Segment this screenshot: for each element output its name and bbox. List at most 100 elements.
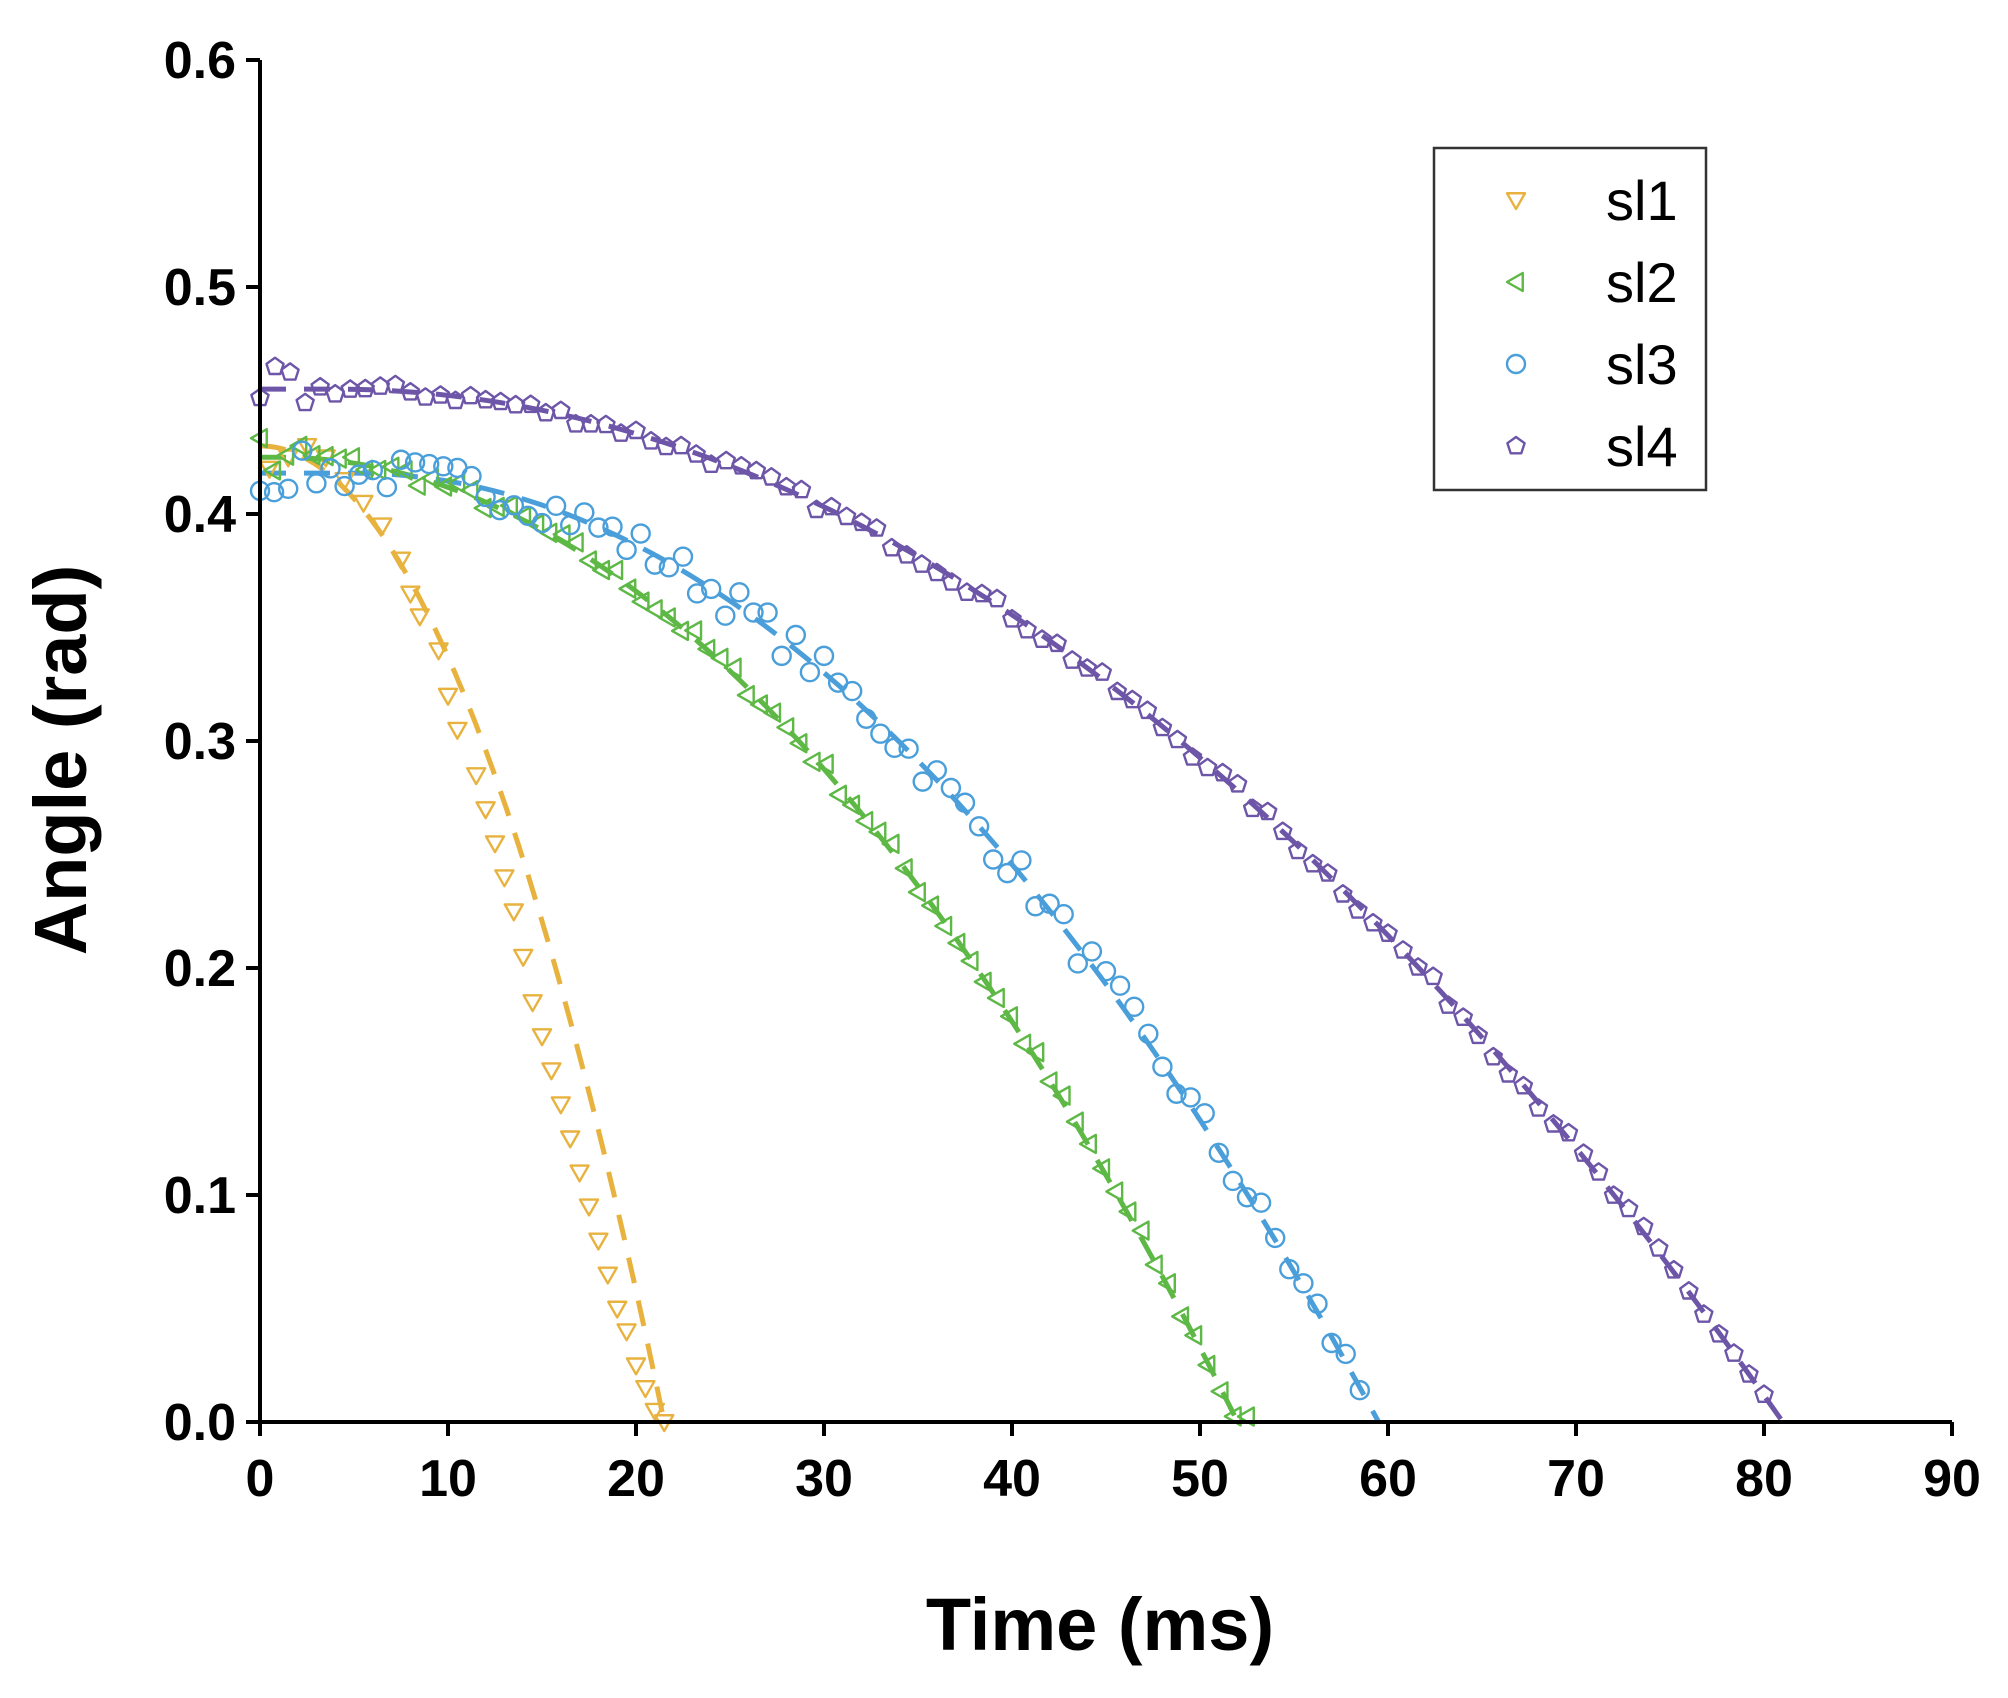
sl4-point xyxy=(1513,1075,1534,1095)
sl2-point xyxy=(684,620,703,641)
sl1-point xyxy=(475,801,496,820)
legend-item-sl3: sl3 xyxy=(1505,333,1678,396)
sl1-point xyxy=(400,585,421,604)
axes: 0 10 20 30 40 50 60 70 80 90 0.0 0.1 0.2 0.3 0.4 0.5 0.6 xyxy=(164,32,1981,1508)
sl4-point xyxy=(851,512,872,532)
sl3-point xyxy=(1152,1056,1173,1077)
sl3-point xyxy=(1293,1273,1314,1294)
sl4-point xyxy=(1709,1324,1729,1343)
sl2-point xyxy=(999,1006,1019,1027)
sl4-point xyxy=(881,537,902,557)
sl2-point xyxy=(986,987,1005,1009)
sl4-point xyxy=(1378,923,1398,942)
sl3-point xyxy=(1180,1087,1201,1108)
sl4-point xyxy=(1694,1304,1714,1323)
sl3-point xyxy=(1053,904,1074,925)
sl1-point xyxy=(625,1357,647,1376)
sl1-point xyxy=(437,687,459,706)
sl3-point xyxy=(1067,953,1089,974)
sl4-point xyxy=(1062,650,1082,669)
sl2-point xyxy=(1210,1381,1229,1402)
sl3-point xyxy=(701,578,722,600)
x-tick-label: 40 xyxy=(983,1450,1041,1508)
sl3-point xyxy=(954,792,976,813)
sl4-point xyxy=(942,572,962,591)
sl3-point xyxy=(390,449,412,470)
sl4-point xyxy=(1453,1007,1473,1026)
sl3-point xyxy=(1264,1227,1286,1249)
sl3-point xyxy=(912,771,933,792)
y-tick-label: 0.2 xyxy=(164,940,236,998)
sl3-point xyxy=(433,456,454,477)
sl4-point xyxy=(1122,689,1143,709)
sl2-point xyxy=(1184,1325,1203,1346)
legend-label-sl2: sl2 xyxy=(1606,251,1678,314)
sl2-point xyxy=(934,915,953,937)
sl3-point xyxy=(334,475,355,497)
sl4-point xyxy=(686,444,706,463)
sl4-point xyxy=(1528,1098,1549,1117)
sl3-point xyxy=(644,554,665,575)
sl1-point xyxy=(588,1232,609,1251)
sl3-point xyxy=(898,738,919,759)
sl2-point xyxy=(776,717,795,738)
sl2-point xyxy=(894,858,913,879)
sl2-point xyxy=(513,506,532,527)
sl2-point xyxy=(631,591,650,612)
sl3-point xyxy=(1321,1332,1342,1354)
sl3-point xyxy=(729,582,750,603)
sl3-point xyxy=(545,495,567,517)
sl2-point xyxy=(973,971,992,993)
sl4-point xyxy=(1257,801,1278,821)
sl2-point xyxy=(1092,1158,1111,1179)
sl1-point xyxy=(616,1323,637,1342)
sl4-point xyxy=(430,385,451,404)
sl4-point xyxy=(1333,884,1353,903)
sl4-point xyxy=(1438,995,1458,1014)
sl4-point xyxy=(1227,773,1248,793)
sl2-point xyxy=(1013,1033,1032,1055)
sl2-point xyxy=(1078,1133,1098,1155)
sl2-point xyxy=(1039,1071,1058,1092)
sl3-point xyxy=(813,645,835,667)
x-tick-label: 20 xyxy=(607,1450,665,1508)
sl4-point xyxy=(596,414,616,434)
sl4-point xyxy=(836,506,857,526)
sl2-point xyxy=(1065,1111,1084,1132)
sl3-point xyxy=(1222,1170,1244,1192)
sl1-point xyxy=(644,1402,665,1421)
sl3-point xyxy=(292,440,313,461)
sl4-point xyxy=(1558,1122,1579,1142)
sl3-point xyxy=(715,605,736,626)
sl4-point xyxy=(310,376,330,396)
y-tick-label: 0.4 xyxy=(164,486,236,544)
sl3-point xyxy=(574,502,595,523)
sl3-point xyxy=(320,458,341,479)
sl4-point xyxy=(1152,717,1173,737)
sl4-point xyxy=(1288,840,1308,860)
sl4-point xyxy=(716,450,736,470)
legend-item-sl4: sl4 xyxy=(1506,415,1678,478)
sl4-point xyxy=(1363,912,1383,932)
sl4-point xyxy=(1393,940,1413,959)
sl3-fit-line xyxy=(260,470,1381,1424)
y-axis-title: Angle (rad) xyxy=(19,565,102,956)
sl2-point xyxy=(1026,1042,1045,1063)
sl4-point xyxy=(746,460,767,480)
sl4-point xyxy=(1182,747,1203,766)
sl3-point xyxy=(799,662,821,683)
sl2-point xyxy=(578,550,597,571)
y-tick-label: 0.5 xyxy=(164,259,236,317)
sl2-point xyxy=(262,460,282,481)
sl1-point xyxy=(550,1096,571,1115)
sl3-point xyxy=(1250,1192,1272,1213)
sl2-point xyxy=(1157,1273,1176,1294)
sl3-point xyxy=(926,760,947,781)
sl4-point xyxy=(1107,681,1127,701)
x-tick-label: 80 xyxy=(1735,1450,1793,1508)
sl3-point xyxy=(560,514,581,536)
sl3-point xyxy=(771,645,792,667)
sl2-point xyxy=(1131,1220,1150,1241)
sl2-point xyxy=(1118,1201,1137,1222)
sl4-point xyxy=(1348,900,1368,919)
